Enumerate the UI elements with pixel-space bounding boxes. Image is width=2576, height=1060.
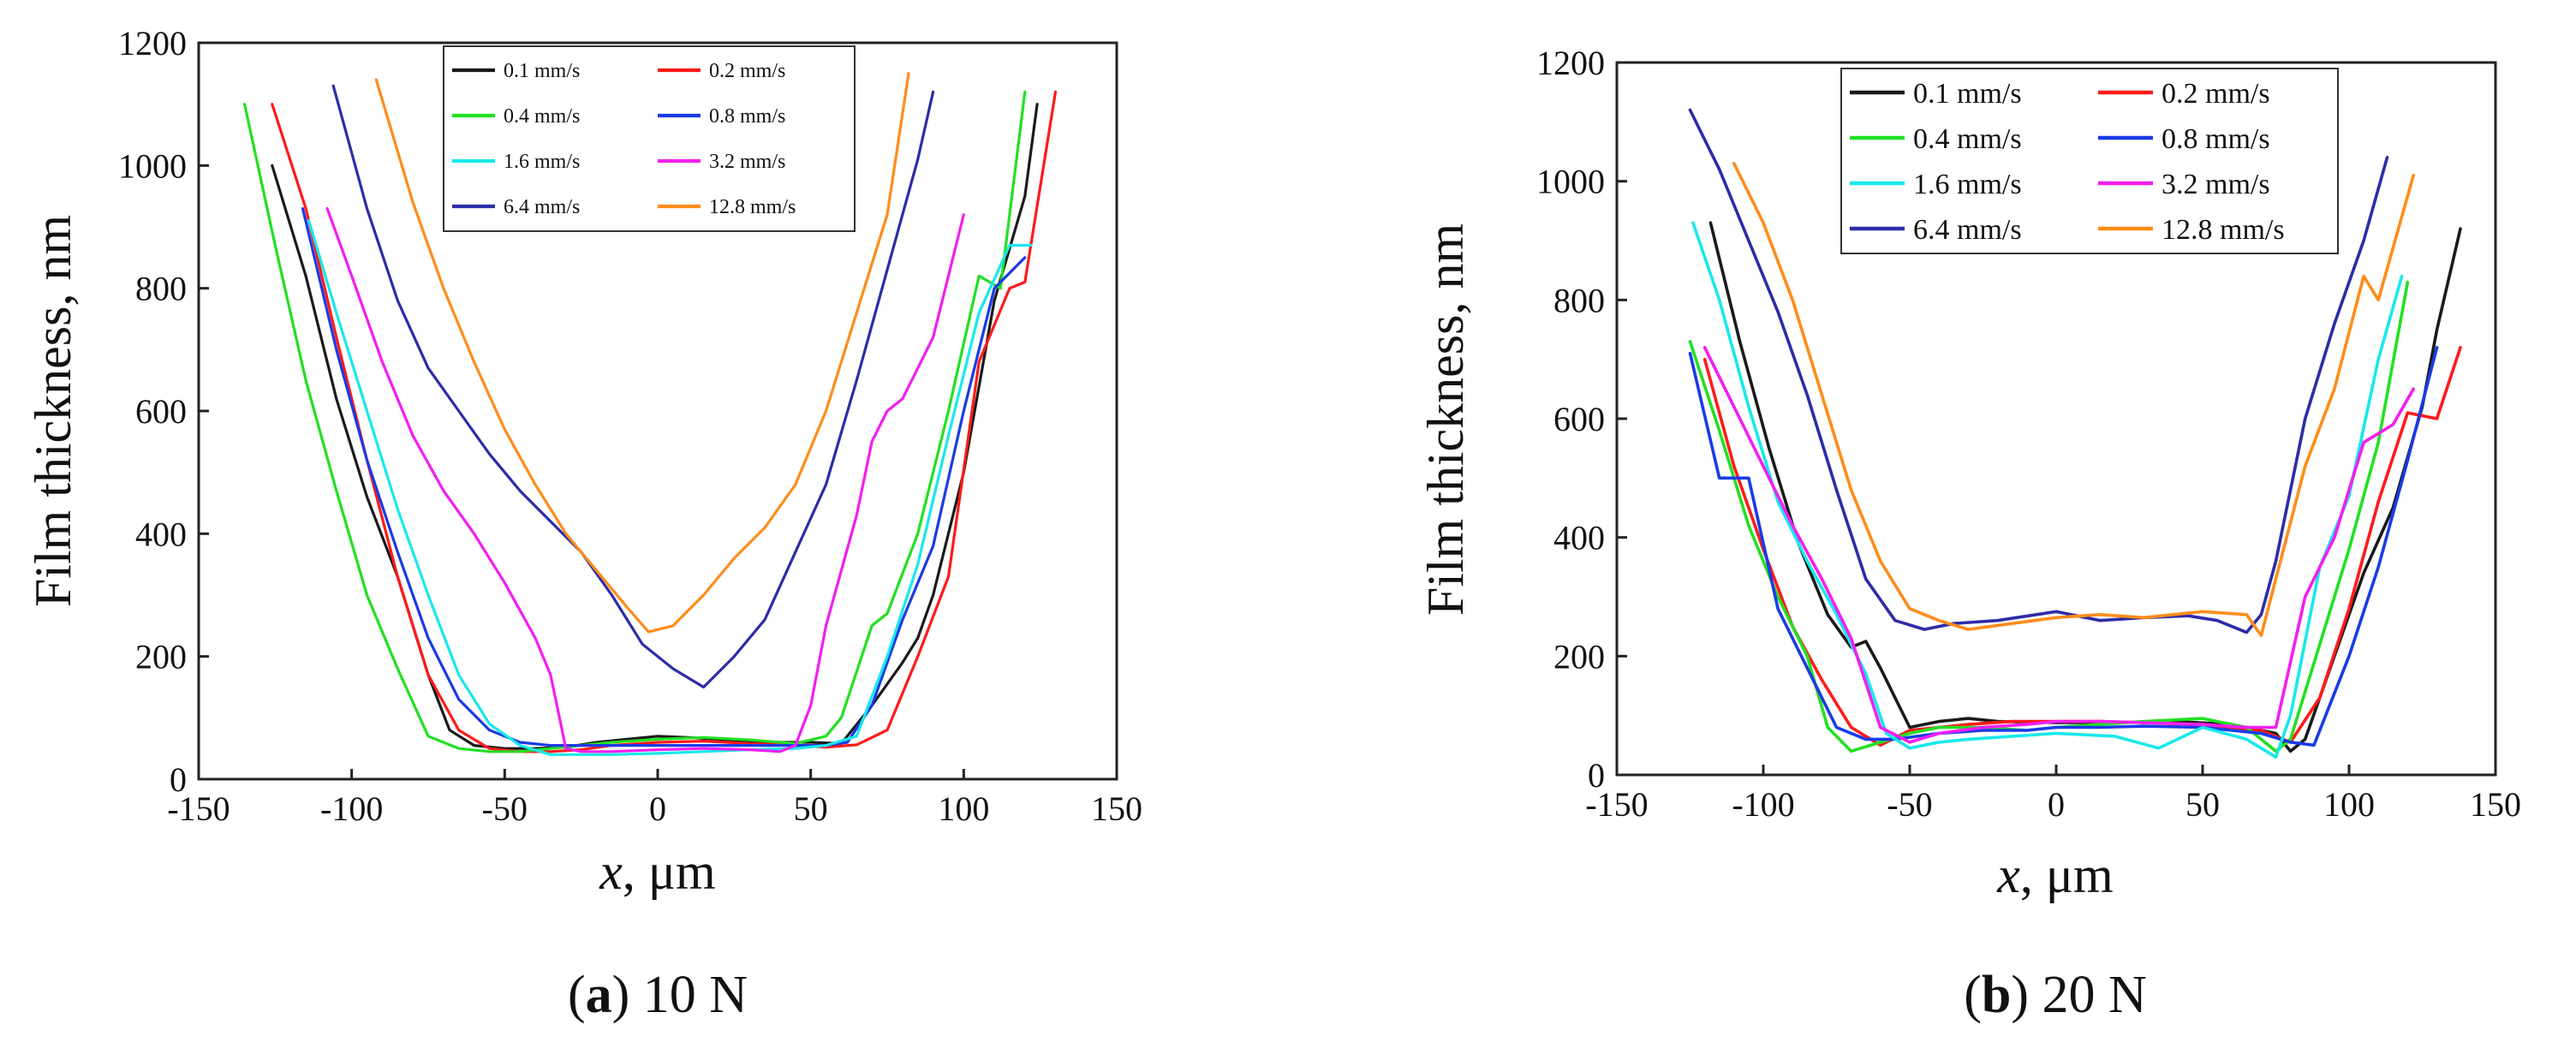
x-tick-label-a: 0 xyxy=(649,789,666,828)
legend-label-b-3-2-mm-s: 3.2 mm/s xyxy=(2162,169,2270,200)
legend-label-b-6-4-mm-s: 6.4 mm/s xyxy=(1913,214,2022,246)
x-axis-var-b: x xyxy=(1996,847,2020,903)
x-tick-label-a: 100 xyxy=(938,789,989,828)
x-axis-unit-a: , μm xyxy=(623,843,716,900)
legend-label-a-12-8-mm-s: 12.8 mm/s xyxy=(709,196,796,218)
ticks-b: -150 -100 -50 0 50 100 150 0 200 400 600 800 1000 120… xyxy=(1536,44,2521,824)
legend-box-b xyxy=(1840,68,2339,254)
legend-label-b-12-8-mm-s: 12.8 mm/s xyxy=(2162,214,2285,246)
y-axis-label-a: Film thickness, nm xyxy=(25,215,81,607)
y-tick-label-a: 600 xyxy=(135,392,187,431)
legend-label-a-3-2-mm-s: 3.2 mm/s xyxy=(709,151,785,173)
x-axis-var-a: x xyxy=(599,843,623,900)
legend-box-a xyxy=(443,45,856,232)
caption-a: (a) 10 N xyxy=(568,966,748,1024)
x-axis-label-b: x, μm xyxy=(1996,847,2113,903)
x-axis-unit-b: , μm xyxy=(2020,847,2114,903)
y-tick-label-b: 1200 xyxy=(1536,44,1605,82)
legend-label-a-0-2-mm-s: 0.2 mm/s xyxy=(709,60,785,82)
series-line-a-0-4-mm-s xyxy=(243,90,1027,753)
y-tick-label-a: 1200 xyxy=(118,24,187,63)
legend-a: 0.1 mm/s 0.2 mm/s 0.4 mm/s 0.8 mm/s 1.6 mm/s… xyxy=(443,45,856,232)
ticks-a: -150 -100 -50 0 50 100 150 0 200 400 600 800 1000 120… xyxy=(118,24,1142,828)
series-line-a-1-6-mm-s xyxy=(307,219,1033,756)
panel-b: -150 -100 -50 0 50 100 150 0 200 400 600 800 1000 120… xyxy=(1417,44,2521,1024)
y-tick-label-b: 200 xyxy=(1553,637,1605,676)
y-tick-label-a: 800 xyxy=(135,270,187,308)
y-tick-label-b: 1000 xyxy=(1536,163,1605,201)
x-tick-label-b: -100 xyxy=(1732,785,1794,824)
caption-letter-a: a xyxy=(586,966,612,1024)
x-tick-label-b: -150 xyxy=(1585,785,1648,824)
series-line-a-0-8-mm-s xyxy=(301,206,1027,747)
legend-label-a-6-4-mm-s: 6.4 mm/s xyxy=(504,196,580,218)
x-axis-label-a: x, μm xyxy=(599,843,715,900)
x-tick-label-b: -50 xyxy=(1887,785,1932,824)
x-tick-label-b: 0 xyxy=(2048,785,2065,824)
y-tick-label-b: 800 xyxy=(1553,281,1605,319)
caption-text-b: 20 N xyxy=(2029,966,2147,1024)
y-tick-label-a: 1000 xyxy=(118,146,187,185)
y-tick-label-b: 600 xyxy=(1553,400,1605,438)
x-tick-label-a: -50 xyxy=(482,789,528,828)
legend-label-b-0-1-mm-s: 0.1 mm/s xyxy=(1913,78,2022,110)
x-tick-label-a: 50 xyxy=(794,789,828,828)
x-tick-label-a: -150 xyxy=(167,789,230,828)
series-line-b-1-6-mm-s xyxy=(1691,221,2404,759)
x-tick-label-b: 50 xyxy=(2185,785,2220,824)
series-line-a-12-8-mm-s xyxy=(374,72,910,634)
legend-label-b-0-8-mm-s: 0.8 mm/s xyxy=(2162,123,2270,155)
series-b xyxy=(1688,108,2462,759)
series-line-b-0-8-mm-s xyxy=(1688,346,2439,747)
legend-label-b-0-4-mm-s: 0.4 mm/s xyxy=(1913,123,2022,155)
series-line-b-3-2-mm-s xyxy=(1702,346,2415,744)
y-tick-label-a: 400 xyxy=(135,515,187,553)
caption-text-a: 10 N xyxy=(629,966,748,1024)
series-line-b-0-4-mm-s xyxy=(1688,280,2410,753)
x-tick-label-b: 150 xyxy=(2470,785,2521,824)
series-line-a-0-2-mm-s xyxy=(271,90,1058,753)
series-line-b-6-4-mm-s xyxy=(1688,108,2389,634)
y-tick-label-a: 200 xyxy=(135,638,187,676)
caption-b: (b) 20 N xyxy=(1964,966,2147,1024)
series-line-b-0-1-mm-s xyxy=(1708,221,2462,753)
legend-label-a-0-4-mm-s: 0.4 mm/s xyxy=(504,105,580,128)
panel-a: -150 -100 -50 0 50 100 150 0 200 400 600 800 1000 120… xyxy=(25,24,1142,1024)
legend-b: 0.1 mm/s 0.2 mm/s 0.4 mm/s 0.8 mm/s 1.6 mm/s… xyxy=(1840,68,2339,254)
x-tick-label-b: 100 xyxy=(2323,785,2375,824)
legend-label-a-1-6-mm-s: 1.6 mm/s xyxy=(504,151,580,173)
series-line-b-12-8-mm-s xyxy=(1732,162,2415,637)
y-tick-label-a: 0 xyxy=(170,760,187,799)
legend-label-a-0-1-mm-s: 0.1 mm/s xyxy=(504,60,580,82)
y-tick-label-b: 0 xyxy=(1588,756,1605,795)
legend-label-b-0-2-mm-s: 0.2 mm/s xyxy=(2162,78,2270,110)
legend-label-b-1-6-mm-s: 1.6 mm/s xyxy=(1913,169,2022,200)
y-axis-label-b: Film thickness, nm xyxy=(1417,223,1474,616)
y-tick-label-b: 400 xyxy=(1553,519,1605,557)
legend-label-a-0-8-mm-s: 0.8 mm/s xyxy=(709,105,785,128)
series-line-a-3-2-mm-s xyxy=(325,206,965,753)
x-tick-label-a: -100 xyxy=(320,789,383,828)
series-line-b-0-2-mm-s xyxy=(1702,346,2462,747)
caption-letter-b: b xyxy=(1982,966,2011,1024)
series-line-a-6-4-mm-s xyxy=(331,84,935,689)
series-a xyxy=(243,72,1058,756)
x-tick-label-a: 150 xyxy=(1091,789,1142,828)
